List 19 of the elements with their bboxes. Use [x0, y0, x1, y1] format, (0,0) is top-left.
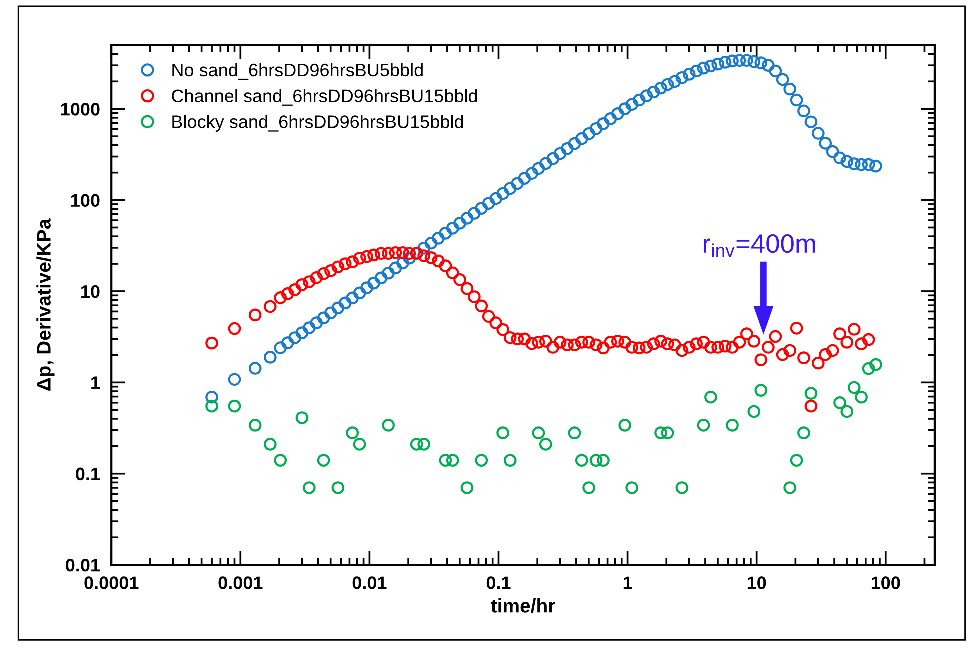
x-tick-label: 0.0001	[84, 576, 139, 590]
x-tick-label: 0.1	[486, 576, 511, 590]
x-tick-label: 1	[624, 576, 632, 590]
x-tick-label: 0.01	[352, 576, 387, 590]
legend-label: No sand_6hrsDD96hrsBU5bbld	[172, 63, 423, 80]
y-tick-label: 100	[72, 194, 100, 208]
y-tick-label: 1	[92, 376, 100, 390]
annotation: r$_{inv}$=400m	[704, 234, 816, 258]
y-tick-label: 0.01	[66, 558, 100, 572]
x-tick-label: 10	[748, 576, 766, 590]
y-tick-label: 0.1	[76, 468, 100, 481]
legend-label: Channel sand_6hrsDD96hrsBU15bbld	[172, 89, 478, 106]
x-tick-label: 0.001	[218, 576, 263, 590]
x-tick-label: 100	[872, 576, 900, 590]
y-tick-label: 1000	[61, 103, 100, 116]
y-tick-label: 10	[82, 285, 100, 298]
x-axis-title: time/hr	[491, 598, 556, 614]
y-axis-title: Δp, Derivative/KPa	[36, 218, 55, 391]
legend-label: Blocky sand_6hrsDD96hrsBU15bbld	[172, 115, 464, 132]
